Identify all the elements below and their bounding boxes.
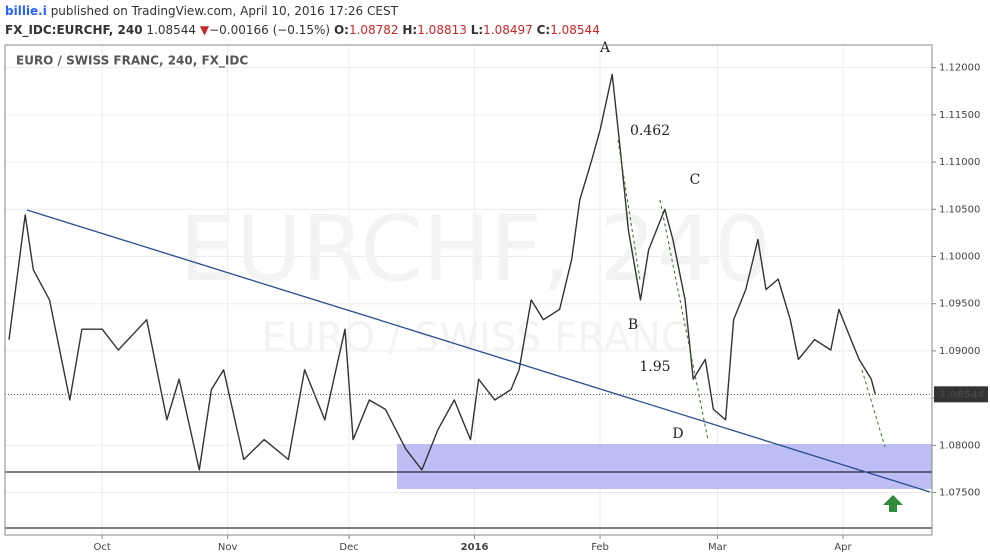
y-tick-label: 1.11500	[939, 110, 980, 121]
last-price-box	[934, 386, 988, 403]
header-line: billie.i published on TradingView.com, A…	[5, 4, 399, 18]
change: −0.00166 (−0.15%)	[209, 23, 330, 37]
dashed-leg	[861, 369, 886, 448]
ohlc-value: 1.08544	[550, 23, 600, 37]
up-arrow	[883, 495, 903, 512]
ohlc-value: 1.08782	[349, 23, 399, 37]
x-tick-label: Nov	[218, 542, 238, 553]
ohlc-value: 1.08497	[483, 23, 533, 37]
y-tick-label: 1.12000	[939, 63, 980, 74]
x-tick-label: Dec	[339, 542, 358, 553]
watermark-sub: EURO / SWISS FRANC	[261, 315, 688, 361]
ohlc-key: C:	[537, 23, 551, 37]
annotation: D	[672, 426, 683, 442]
price-line	[8, 73, 876, 471]
grid	[5, 45, 932, 535]
dashed-leg	[659, 199, 709, 441]
x-tick-label: Mar	[708, 542, 728, 553]
annotation: 0.462	[630, 123, 670, 139]
annotation: 1.95	[639, 359, 670, 375]
x-tick-label: 2016	[461, 542, 489, 553]
y-tick-label: 1.09500	[939, 299, 980, 310]
x-tick-label: Feb	[591, 542, 609, 553]
y-tick-label: 1.08000	[939, 440, 980, 451]
y-tick-label: 1.09000	[939, 346, 980, 357]
price: 1.08544	[146, 23, 196, 37]
published: published on TradingView.com, April 10, …	[51, 4, 399, 18]
y-tick-label: 1.10500	[939, 204, 980, 215]
author[interactable]: billie.i	[5, 4, 47, 18]
ohlc-key: O:	[334, 23, 349, 37]
annotation: C	[690, 172, 701, 188]
x-tick-label: Apr	[834, 542, 852, 553]
chart-title: EURO / SWISS FRANC, 240, FX_IDC	[16, 54, 248, 69]
trend-line	[26, 209, 931, 493]
ohlc-key: H:	[402, 23, 417, 37]
y-tick-label: 1.11000	[939, 157, 980, 168]
demand-zone	[397, 444, 932, 489]
ohlc-value: 1.08813	[417, 23, 467, 37]
y-tick-label: 1.07500	[939, 488, 980, 499]
quote-line: FX_IDC:EURCHF, 240 1.08544 ▼−0.00166 (−0…	[5, 23, 600, 38]
watermark: EURCHF, 240	[179, 197, 771, 302]
symbol: FX_IDC:EURCHF, 240	[5, 23, 143, 38]
x-tick-label: Oct	[94, 542, 111, 553]
annotation: B	[628, 317, 638, 333]
last-price-label: 1.08544	[939, 389, 985, 400]
plot-frame	[4, 44, 933, 536]
annotation: A	[599, 40, 611, 56]
ohlc-key: L:	[471, 23, 483, 37]
y-tick-label: 1.10000	[939, 251, 980, 262]
plot	[5, 73, 932, 471]
